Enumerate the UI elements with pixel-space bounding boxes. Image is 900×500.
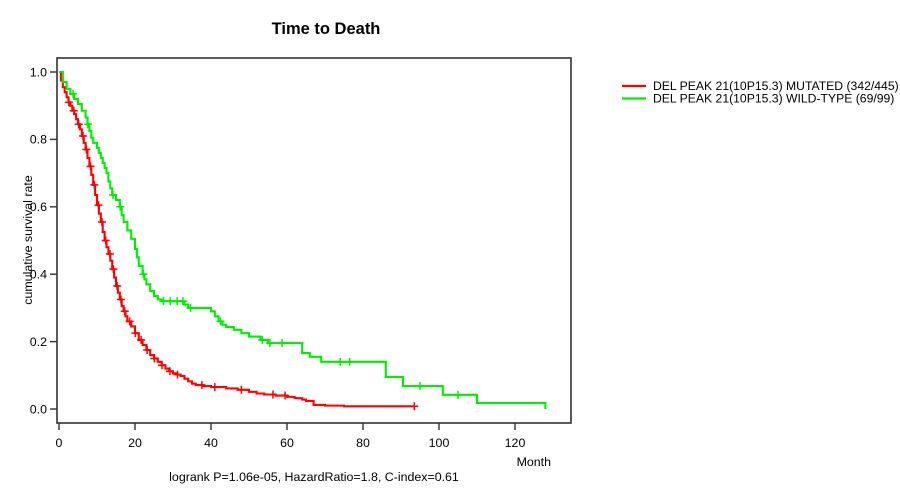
y-tick-label: 0.8 — [30, 133, 47, 147]
x-tick-label: 20 — [128, 436, 142, 450]
y-tick-label: 1.0 — [30, 65, 47, 79]
plot-frame — [56, 57, 572, 424]
legend-label-wildtype: DEL PEAK 21(10P15.3) WILD-TYPE (69/99) — [653, 92, 894, 106]
survival-curve-mutated — [59, 70, 415, 408]
axes-layer: 0 20 40 60 80 100 120 0.0 0.2 0.4 0.6 0.8 1.0 — [30, 57, 572, 450]
y-axis-label: cumulative survival rate — [21, 175, 35, 305]
x-tick-label: 100 — [429, 436, 450, 450]
legend: DEL PEAK 21(10P15.3) MUTATED (342/445) D… — [622, 79, 899, 106]
x-tick-label: 0 — [56, 436, 63, 450]
y-tick-label: 0.2 — [30, 335, 47, 349]
y-tick-label: 0.4 — [30, 268, 47, 282]
legend-label-mutated: DEL PEAK 21(10P15.3) MUTATED (342/445) — [653, 79, 899, 93]
x-axis-label: Month — [517, 455, 552, 469]
x-tick-label: 60 — [280, 436, 294, 450]
x-tick-label: 80 — [356, 436, 370, 450]
curves-layer — [59, 70, 547, 411]
x-tick-label: 40 — [204, 436, 218, 450]
stats-annotation: logrank P=1.06e-05, HazardRatio=1.8, C-i… — [169, 470, 459, 484]
y-tick-label: 0.0 — [30, 402, 47, 416]
censor-marks-wildtype — [69, 89, 462, 399]
chart-title: Time to Death — [272, 20, 381, 38]
survival-curve-wildtype — [59, 70, 547, 409]
y-tick-label: 0.6 — [30, 200, 47, 214]
censor-marks-mutated — [64, 98, 419, 411]
x-tick-label: 120 — [505, 436, 526, 450]
